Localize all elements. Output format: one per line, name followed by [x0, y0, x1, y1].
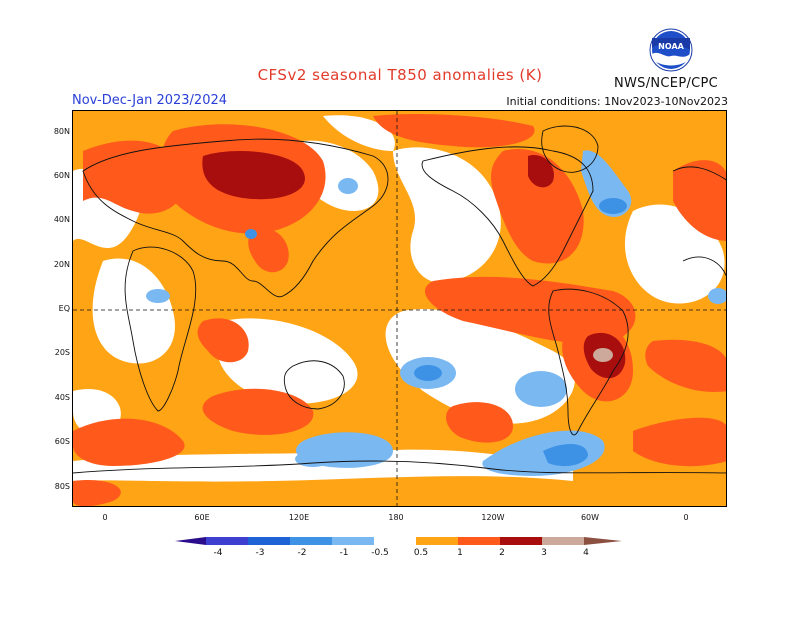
warm-anomaly-region [491, 149, 584, 264]
season-label: Nov-Dec-Jan 2023/2024 [72, 93, 228, 108]
lat-label: 80S [54, 482, 70, 491]
lat-label: EQ [58, 304, 70, 313]
cool-anomaly-region [515, 371, 567, 407]
colorbar-label: -1 [339, 548, 349, 558]
anomaly-map [72, 110, 727, 507]
lon-label: 0 [102, 513, 108, 522]
lat-label: 20N [53, 260, 70, 269]
cool-anomaly-region [543, 444, 588, 467]
lat-label: 40N [53, 215, 70, 224]
neutral-region [323, 115, 395, 151]
warm-anomaly-region [373, 114, 535, 148]
cool-anomaly-region [146, 289, 170, 303]
coastline-africa [124, 246, 197, 412]
cool-anomaly-region [295, 451, 331, 467]
coastline-antarctica [73, 460, 726, 474]
colorbar-label: 2 [499, 548, 505, 558]
lat-label: 60S [54, 437, 70, 446]
lat-label: 40S [54, 393, 70, 402]
agency-label: NWS/NCEP/CPC [614, 76, 719, 91]
colorbar-swatch [458, 537, 500, 545]
lat-label: 60N [53, 171, 70, 180]
lon-label: 60W [580, 513, 600, 522]
colorbar [175, 537, 622, 545]
warm-anomaly-region [197, 318, 249, 363]
lon-label: 120E [288, 513, 310, 522]
lon-label: 180 [388, 513, 404, 522]
colorbar-max-arrow [584, 537, 622, 545]
coastlines [73, 125, 726, 474]
colorbar-swatch [416, 537, 458, 545]
neutral-region [216, 318, 358, 404]
warm-anomaly-region [73, 480, 121, 506]
cool-anomaly-region [245, 229, 257, 239]
logo-text: NOAA [658, 42, 684, 51]
coastline-eurasia [82, 138, 389, 298]
cool-anomaly-region [599, 198, 627, 214]
coastline-africa-east [682, 256, 726, 277]
colorbar-swatch [542, 537, 584, 545]
colorbar-swatch [500, 537, 542, 545]
colorbar-label: -3 [255, 548, 265, 558]
lon-label: 0 [683, 513, 689, 522]
extreme-warm-anomaly [593, 348, 613, 362]
colorbar-label: 1 [457, 548, 463, 558]
colorbar-label: -2 [297, 548, 307, 558]
colorbar-label: -0.5 [371, 548, 389, 558]
colorbar-min-arrow [175, 537, 206, 545]
neutral-region [92, 258, 175, 364]
coastline-north-america [421, 146, 594, 287]
cool-anomaly-region [708, 288, 726, 304]
colorbar-swatch [374, 537, 416, 545]
coastline-europe-west [672, 166, 726, 181]
coastline-south-america [548, 288, 629, 436]
colorbar-swatch [290, 537, 332, 545]
warm-anomaly-region [73, 418, 185, 466]
colorbar-swatch [206, 537, 248, 545]
cool-anomaly-region [338, 178, 358, 194]
strong-warm-anomaly [528, 155, 554, 188]
colorbar-swatch [332, 537, 374, 545]
chart-title: CFSv2 seasonal T850 anomalies (K) [257, 66, 543, 84]
colorbar-label: 4 [583, 548, 589, 558]
strong-warm-anomaly [202, 151, 305, 200]
colorbar-label: 0.5 [413, 548, 429, 558]
initial-conditions-label: Initial conditions: 1Nov2023-10Nov2023 [506, 95, 728, 108]
warm-anomaly-region [446, 402, 513, 443]
warm-anomaly-region [633, 417, 726, 467]
warm-anomaly-region [673, 160, 726, 241]
lon-label: 60E [194, 513, 210, 522]
lat-label: 20S [54, 348, 70, 357]
lat-label: 80N [53, 127, 70, 136]
warm-anomaly-region [645, 339, 726, 392]
noaa-logo: NOAA [649, 28, 693, 72]
colorbar-swatch [248, 537, 290, 545]
coastline-australia [283, 360, 345, 410]
anomaly-field [73, 111, 726, 506]
colorbar-label: 3 [541, 548, 547, 558]
neutral-region [393, 147, 501, 283]
warm-anomaly-region [202, 388, 314, 435]
colorbar-label: -4 [213, 548, 223, 558]
coastline-greenland [541, 125, 599, 173]
warm-anomaly-region [248, 228, 289, 273]
lon-label: 120W [481, 513, 505, 522]
cool-anomaly-region [414, 365, 442, 381]
